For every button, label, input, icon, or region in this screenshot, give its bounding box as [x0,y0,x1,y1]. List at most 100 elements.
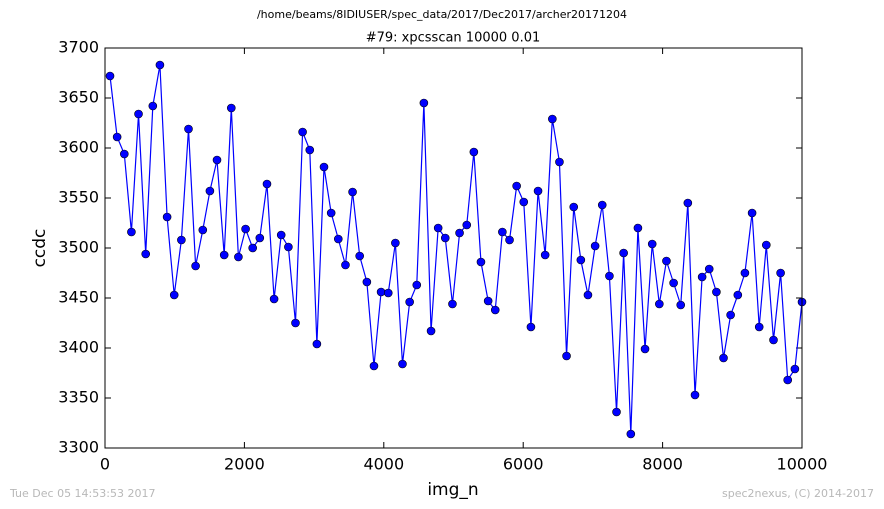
data-point [405,297,414,307]
y-tick-label: 3700 [58,38,99,57]
data-point [769,335,778,345]
data-point [426,326,436,336]
data-point [448,299,457,309]
data-point [683,198,693,208]
data-point [269,294,279,304]
data-point [483,296,493,306]
data-point [783,375,793,385]
data-point [462,220,472,230]
data-point [555,157,564,167]
data-point [612,407,621,417]
data-point [704,264,714,274]
data-point [419,98,429,108]
data-point [120,149,129,159]
y-tick-label: 3300 [58,438,99,457]
data-point [155,60,165,70]
y-tick-label: 3500 [58,238,99,257]
data-point [177,235,186,245]
data-point [640,344,650,354]
series-line [109,64,802,435]
data-point [234,252,243,262]
data-point [740,268,750,278]
data-point [747,208,757,218]
x-tick-label: 10000 [777,455,828,474]
data-point [633,223,643,233]
x-tick-label: 6000 [503,455,544,474]
data-point [533,186,543,196]
data-point [391,238,400,248]
data-point [348,187,357,197]
y-tick-label: 3350 [58,388,99,407]
data-point [690,390,700,400]
data-point [341,260,350,270]
data-point [355,251,364,261]
data-point [284,242,293,252]
data-point [597,200,607,210]
data-point [127,227,136,237]
data-point [326,208,336,218]
chart-title: #79: xpcsscan 10000 0.01 [366,31,541,46]
data-point [291,318,300,328]
data-point [276,230,286,240]
data-point [141,249,151,259]
data-point [198,225,208,235]
data-point [383,288,393,298]
data-point [369,361,379,371]
data-point [398,359,407,369]
data-point [476,257,486,267]
data-point [248,243,257,253]
y-tick-label: 3550 [58,188,99,207]
data-point [726,310,735,320]
data-point [519,197,529,207]
data-point [576,255,586,265]
data-point [219,250,229,260]
data-point [226,103,236,113]
data-point [440,233,450,243]
x-tick-label: 2000 [224,455,265,474]
data-point [697,272,707,282]
data-point [512,181,521,191]
footer-date: Tue Dec 05 14:53:53 2017 [9,487,155,500]
data-point [312,339,322,349]
data-point [712,287,721,297]
data-point [719,353,728,363]
data-point [662,256,671,266]
data-point [191,261,200,271]
x-tick-label: 8000 [642,455,683,474]
data-point [433,223,443,233]
data-point [376,287,386,297]
x-axis-label: img_n [427,480,478,500]
data-point [626,429,636,439]
x-tick-label: 0 [100,455,110,474]
data-point [562,351,571,361]
data-point [619,248,628,258]
data-point [262,179,272,189]
data-point [490,305,500,315]
y-tick-label: 3650 [58,88,99,107]
data-point [319,162,329,172]
data-point [162,212,172,222]
data-point [255,233,265,243]
data-point [647,239,657,249]
data-point [469,147,479,157]
plot-area [105,48,802,448]
data-point [540,250,550,260]
footer-credit: spec2nexus, (C) 2014-2017 [722,487,874,500]
data-point [184,124,193,134]
data-point [754,322,764,332]
data-point [305,145,315,155]
data-point [412,280,422,290]
data-point [169,290,179,300]
data-point [655,299,664,309]
data-point [205,186,215,196]
y-tick-label: 3600 [58,138,99,157]
data-point [105,71,115,81]
data-point [298,127,307,137]
x-tick-label: 4000 [363,455,404,474]
data-point [790,364,800,374]
data-point [590,241,600,251]
y-axis-label: ccdc [30,229,50,268]
data-point [669,278,678,288]
data-point [526,322,536,332]
